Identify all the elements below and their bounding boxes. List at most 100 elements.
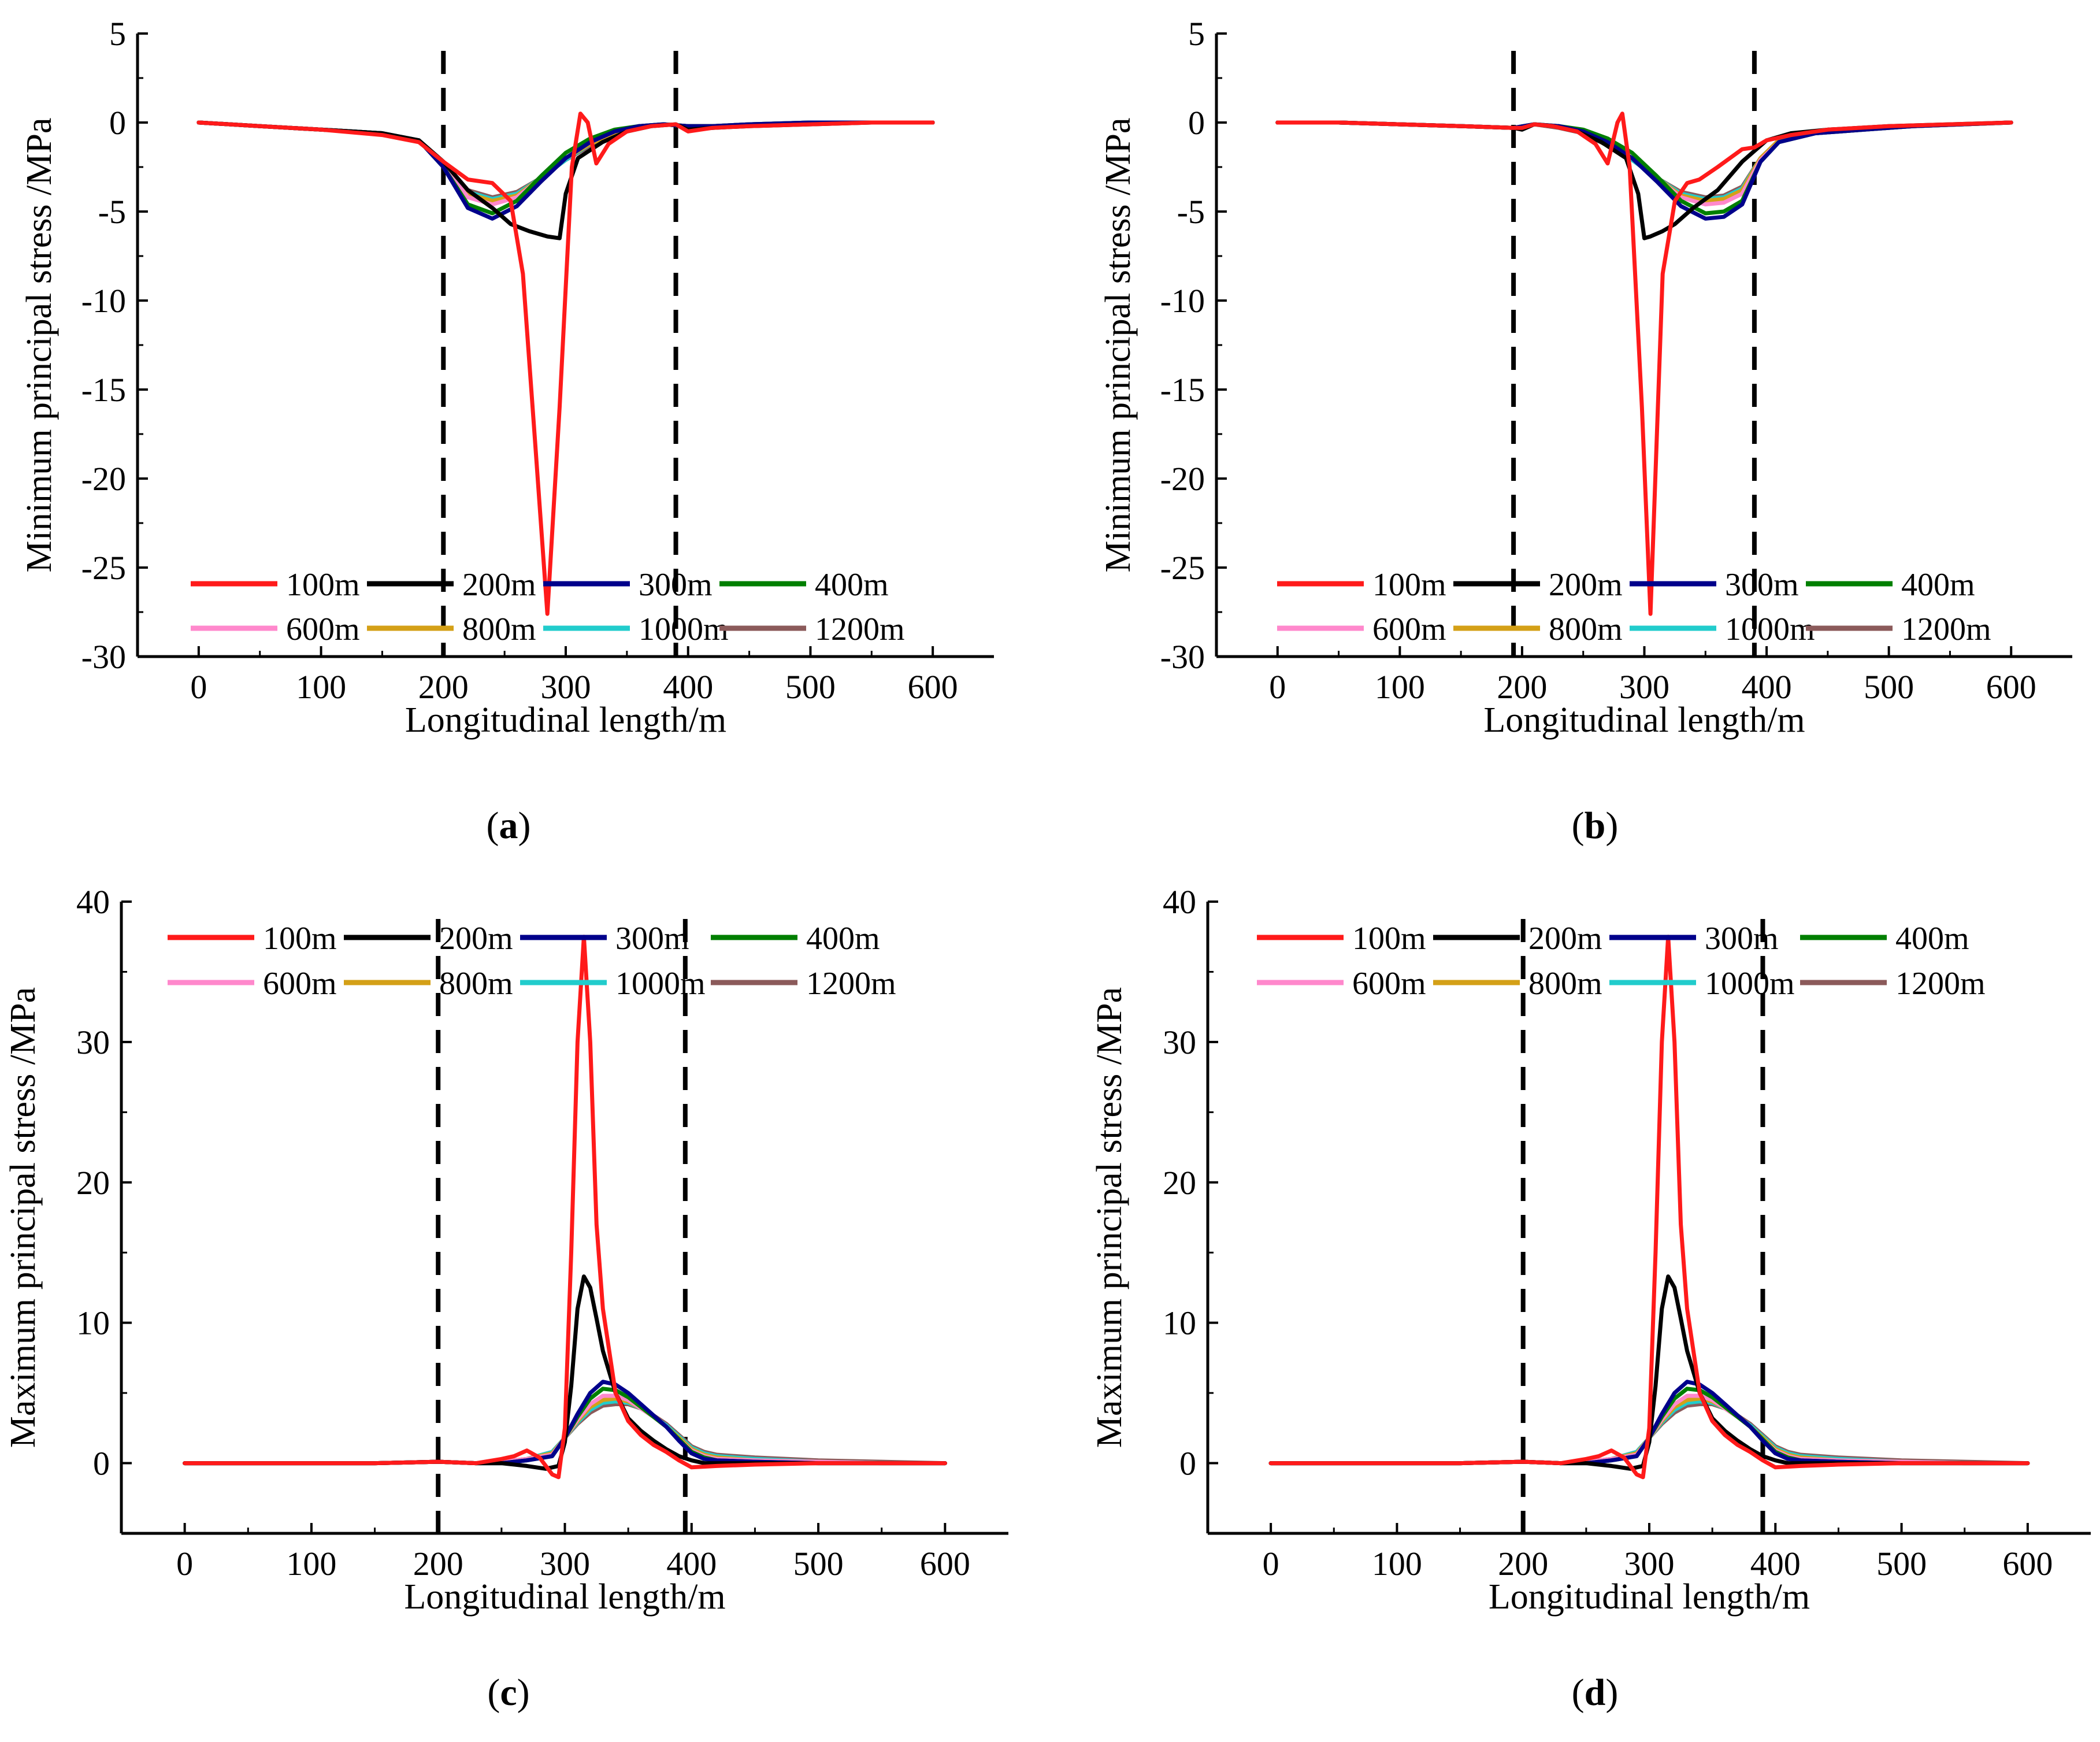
y-tick-label: 20 xyxy=(76,1164,110,1202)
legend-label-300m: 300m xyxy=(639,567,713,603)
x-tick-label: 0 xyxy=(176,1545,193,1582)
x-axis-title: Longitudinal length/m xyxy=(1489,1577,1810,1617)
series-line-200m xyxy=(1268,1274,2030,1471)
y-axis-title: Maximum principal stress /MPa xyxy=(3,987,43,1448)
y-tick-label: -15 xyxy=(1160,371,1205,409)
legend-label-300m: 300m xyxy=(615,921,689,957)
x-axis-title: Longitudinal length/m xyxy=(405,700,726,740)
legend-label-100m: 100m xyxy=(1372,567,1446,603)
y-tick-label: 40 xyxy=(1163,883,1196,921)
x-tick-label: 100 xyxy=(286,1545,336,1582)
chart-panel-b: 5 0 -5 -10 -15 -20 -25 -30 0 100 200 300 400 500 600 Lo… xyxy=(1099,15,2072,847)
x-tick-label: 300 xyxy=(541,668,591,706)
x-tick-label: 100 xyxy=(1375,668,1425,706)
legend-label-600m: 600m xyxy=(1372,611,1446,647)
legend-label-300m: 300m xyxy=(1725,567,1799,603)
y-tick-label: 40 xyxy=(76,883,110,921)
legend-label-600m: 600m xyxy=(286,611,360,647)
y-tick-label: 10 xyxy=(1163,1304,1196,1342)
x-tick-label: 200 xyxy=(1497,668,1547,706)
x-tick-label: 200 xyxy=(1498,1545,1548,1582)
y-axis-title: Minimum principal stress /MPa xyxy=(20,117,59,572)
series-line-200m xyxy=(1275,120,2013,240)
legend-label-100m: 100m xyxy=(1352,921,1426,957)
caption-close-paren: ) xyxy=(1605,805,1618,847)
caption-letter: b xyxy=(1585,805,1606,847)
panel-caption: (d) xyxy=(1572,1671,1619,1714)
caption-close-paren: ) xyxy=(518,805,531,847)
y-tick-label: 0 xyxy=(1179,1445,1196,1482)
series-line-1200m xyxy=(1275,120,2013,199)
x-tick-label: 0 xyxy=(1263,1545,1279,1582)
x-tick-label: 300 xyxy=(1619,668,1669,706)
legend-label-1200m: 1200m xyxy=(806,966,896,1002)
y-tick-label: 0 xyxy=(109,104,126,142)
caption-open-paren: ( xyxy=(1572,805,1585,847)
y-tick-label: 0 xyxy=(1188,104,1205,142)
caption-open-paren: ( xyxy=(487,1671,500,1714)
x-tick-label: 600 xyxy=(920,1545,970,1582)
panel-caption: (a) xyxy=(487,805,531,847)
legend-label-1200m: 1200m xyxy=(815,611,905,647)
legend-label-1000m: 1000m xyxy=(1725,611,1815,647)
legend-label-600m: 600m xyxy=(263,966,337,1002)
y-tick-label: 5 xyxy=(1188,15,1205,53)
legend-label-800m: 800m xyxy=(439,966,513,1002)
x-tick-label: 500 xyxy=(1876,1545,1927,1582)
series-line-100m xyxy=(1268,935,2030,1480)
legend-label-300m: 300m xyxy=(1705,921,1779,957)
caption-letter: a xyxy=(499,805,518,847)
series-line-200m xyxy=(196,120,935,240)
x-tick-label: 200 xyxy=(413,1545,463,1582)
y-tick-label: -25 xyxy=(1160,549,1205,587)
y-tick-label: 30 xyxy=(1163,1024,1196,1061)
caption-letter: c xyxy=(500,1671,517,1714)
legend-label-400m: 400m xyxy=(1895,921,1969,957)
legend-label-800m: 800m xyxy=(462,611,536,647)
y-tick-label: -5 xyxy=(98,193,126,231)
legend-label-800m: 800m xyxy=(1528,966,1602,1002)
x-tick-label: 400 xyxy=(666,1545,717,1582)
x-tick-label: 600 xyxy=(2002,1545,2053,1582)
panel-caption: (b) xyxy=(1572,805,1619,847)
series-line-1000m xyxy=(1275,120,2013,201)
x-tick-label: 500 xyxy=(785,668,836,706)
series-line-300m xyxy=(1275,120,2013,221)
x-tick-label: 0 xyxy=(1269,668,1286,706)
y-axis-title: Maximum principal stress /MPa xyxy=(1090,987,1129,1448)
legend-label-1000m: 1000m xyxy=(639,611,729,647)
legend-label-200m: 200m xyxy=(462,567,536,603)
legend-label-600m: 600m xyxy=(1352,966,1426,1002)
legend-label-1200m: 1200m xyxy=(1901,611,1991,647)
legend-label-400m: 400m xyxy=(815,567,889,603)
legend-label-400m: 400m xyxy=(1901,567,1975,603)
x-tick-label: 600 xyxy=(1986,668,2036,706)
legend-label-400m: 400m xyxy=(806,921,880,957)
y-tick-label: 5 xyxy=(109,15,126,53)
y-tick-label: 10 xyxy=(76,1304,110,1342)
chart-panel-a: 5 0 -5 -10 -15 -20 -25 -30 0 100 200 300 400 500 600 Lo… xyxy=(20,15,994,847)
legend-label-200m: 200m xyxy=(1528,921,1602,957)
caption-close-paren: ) xyxy=(517,1671,530,1714)
y-tick-label: 30 xyxy=(76,1024,110,1061)
y-axis-title: Minimum principal stress /MPa xyxy=(1099,117,1138,572)
y-tick-label: -25 xyxy=(81,549,126,587)
y-tick-label: 20 xyxy=(1163,1164,1196,1202)
caption-open-paren: ( xyxy=(487,805,499,847)
series-line-100m xyxy=(196,112,935,616)
y-tick-label: -10 xyxy=(1160,282,1205,320)
x-tick-label: 100 xyxy=(1372,1545,1422,1582)
x-tick-label: 600 xyxy=(908,668,958,706)
legend-label-100m: 100m xyxy=(286,567,360,603)
caption-letter: d xyxy=(1585,1671,1606,1714)
legend-label-1000m: 1000m xyxy=(615,966,706,1002)
legend-label-200m: 200m xyxy=(439,921,513,957)
panel-caption: (c) xyxy=(487,1671,529,1714)
legend-label-200m: 200m xyxy=(1549,567,1623,603)
series-line-100m xyxy=(1275,112,2013,616)
series-line-100m xyxy=(183,935,947,1480)
y-tick-label: -30 xyxy=(81,638,126,676)
